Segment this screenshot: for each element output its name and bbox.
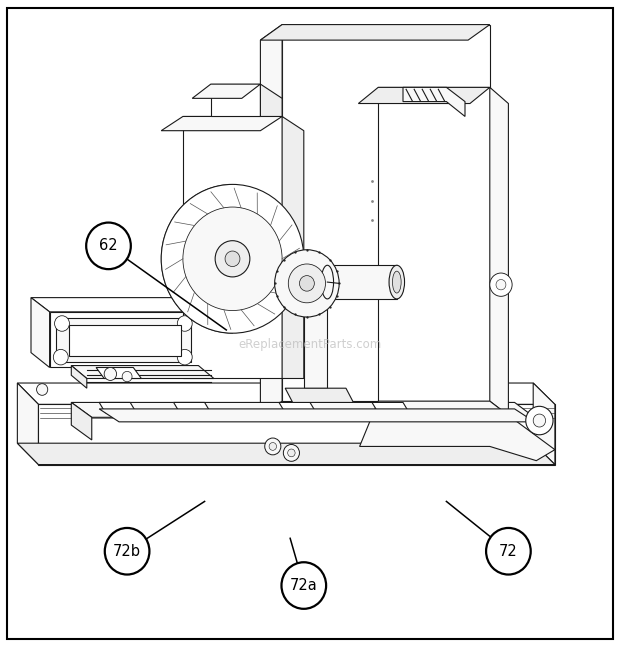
Circle shape bbox=[526, 406, 553, 435]
Circle shape bbox=[105, 528, 149, 575]
Polygon shape bbox=[304, 299, 327, 388]
Polygon shape bbox=[183, 116, 282, 378]
Polygon shape bbox=[17, 383, 555, 404]
Ellipse shape bbox=[392, 271, 401, 293]
Circle shape bbox=[86, 223, 131, 269]
Polygon shape bbox=[282, 116, 304, 378]
Circle shape bbox=[269, 443, 277, 450]
Circle shape bbox=[288, 449, 295, 457]
Polygon shape bbox=[282, 25, 490, 401]
Polygon shape bbox=[403, 87, 465, 116]
Polygon shape bbox=[161, 116, 282, 131]
Polygon shape bbox=[490, 87, 508, 415]
Polygon shape bbox=[327, 265, 397, 299]
Polygon shape bbox=[211, 84, 260, 116]
Polygon shape bbox=[17, 443, 555, 465]
Circle shape bbox=[288, 264, 326, 303]
Circle shape bbox=[177, 349, 192, 365]
Polygon shape bbox=[71, 366, 87, 388]
Polygon shape bbox=[71, 402, 92, 440]
Polygon shape bbox=[69, 325, 181, 356]
Polygon shape bbox=[260, 84, 282, 116]
Polygon shape bbox=[31, 298, 50, 367]
Polygon shape bbox=[260, 25, 490, 40]
Text: eReplacementParts.com: eReplacementParts.com bbox=[238, 338, 382, 351]
Polygon shape bbox=[56, 318, 191, 362]
Circle shape bbox=[122, 371, 132, 382]
Polygon shape bbox=[71, 402, 534, 417]
Polygon shape bbox=[31, 298, 198, 312]
Polygon shape bbox=[358, 87, 490, 104]
Ellipse shape bbox=[321, 265, 334, 299]
Text: 72: 72 bbox=[499, 543, 518, 559]
Polygon shape bbox=[533, 383, 555, 465]
Circle shape bbox=[281, 562, 326, 609]
Polygon shape bbox=[17, 383, 38, 465]
Polygon shape bbox=[99, 402, 136, 413]
Polygon shape bbox=[285, 388, 353, 402]
Circle shape bbox=[486, 528, 531, 575]
Polygon shape bbox=[372, 402, 409, 413]
Circle shape bbox=[225, 251, 240, 267]
Circle shape bbox=[183, 207, 282, 311]
Polygon shape bbox=[378, 87, 490, 401]
Circle shape bbox=[55, 316, 69, 331]
Circle shape bbox=[177, 316, 192, 331]
Circle shape bbox=[299, 276, 314, 291]
Ellipse shape bbox=[389, 265, 404, 299]
Text: 72a: 72a bbox=[290, 578, 317, 593]
Polygon shape bbox=[192, 84, 260, 98]
Text: 72b: 72b bbox=[113, 543, 141, 559]
Circle shape bbox=[265, 438, 281, 455]
Polygon shape bbox=[360, 401, 555, 461]
Polygon shape bbox=[279, 402, 316, 413]
Polygon shape bbox=[99, 409, 534, 422]
Polygon shape bbox=[38, 404, 555, 465]
Circle shape bbox=[496, 280, 506, 290]
Circle shape bbox=[104, 367, 117, 380]
Circle shape bbox=[53, 349, 68, 365]
Polygon shape bbox=[50, 312, 198, 367]
Circle shape bbox=[37, 384, 48, 395]
Circle shape bbox=[161, 184, 304, 333]
Polygon shape bbox=[174, 402, 211, 413]
Circle shape bbox=[275, 250, 339, 317]
Text: 62: 62 bbox=[99, 238, 118, 254]
Circle shape bbox=[283, 444, 299, 461]
Polygon shape bbox=[71, 366, 214, 378]
Circle shape bbox=[215, 241, 250, 277]
Polygon shape bbox=[96, 367, 141, 378]
Circle shape bbox=[490, 273, 512, 296]
Polygon shape bbox=[260, 25, 282, 417]
Circle shape bbox=[533, 414, 546, 427]
